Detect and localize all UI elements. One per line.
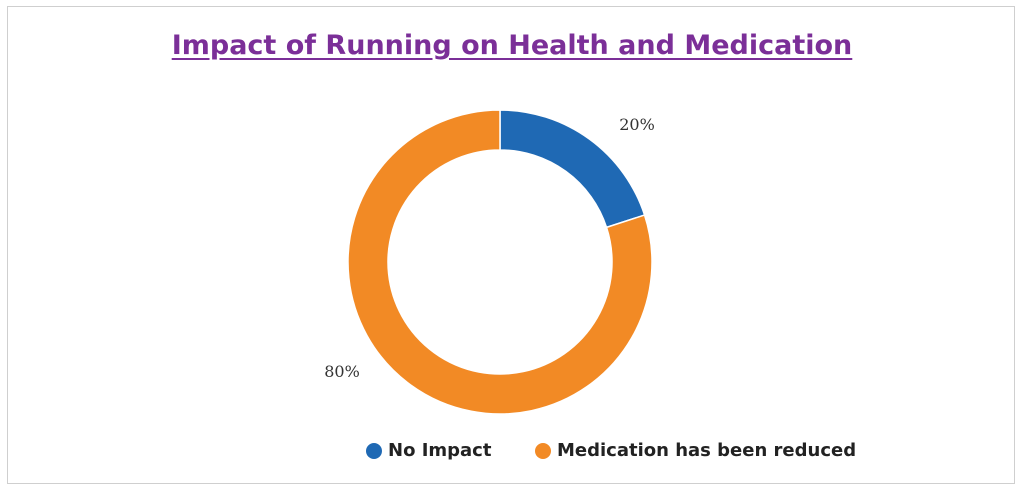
legend-swatch-medication-reduced [535, 442, 551, 459]
legend-item-medication-reduced: Medication has been reduced [535, 440, 856, 461]
chart-title: Impact of Running on Health and Medicati… [171, 30, 853, 61]
slice-medication-reduced [347, 109, 653, 415]
data-label-no-impact: 20% [619, 115, 655, 134]
chart-legend: No Impact Medication has been reduced [0, 440, 1024, 464]
legend-item-no-impact: No Impact [366, 440, 491, 461]
legend-label-no-impact: No Impact [388, 440, 492, 461]
legend-swatch-no-impact [366, 442, 382, 459]
data-label-medication-reduced: 80% [324, 362, 360, 381]
legend-label-medication-reduced: Medication has been reduced [557, 440, 857, 461]
